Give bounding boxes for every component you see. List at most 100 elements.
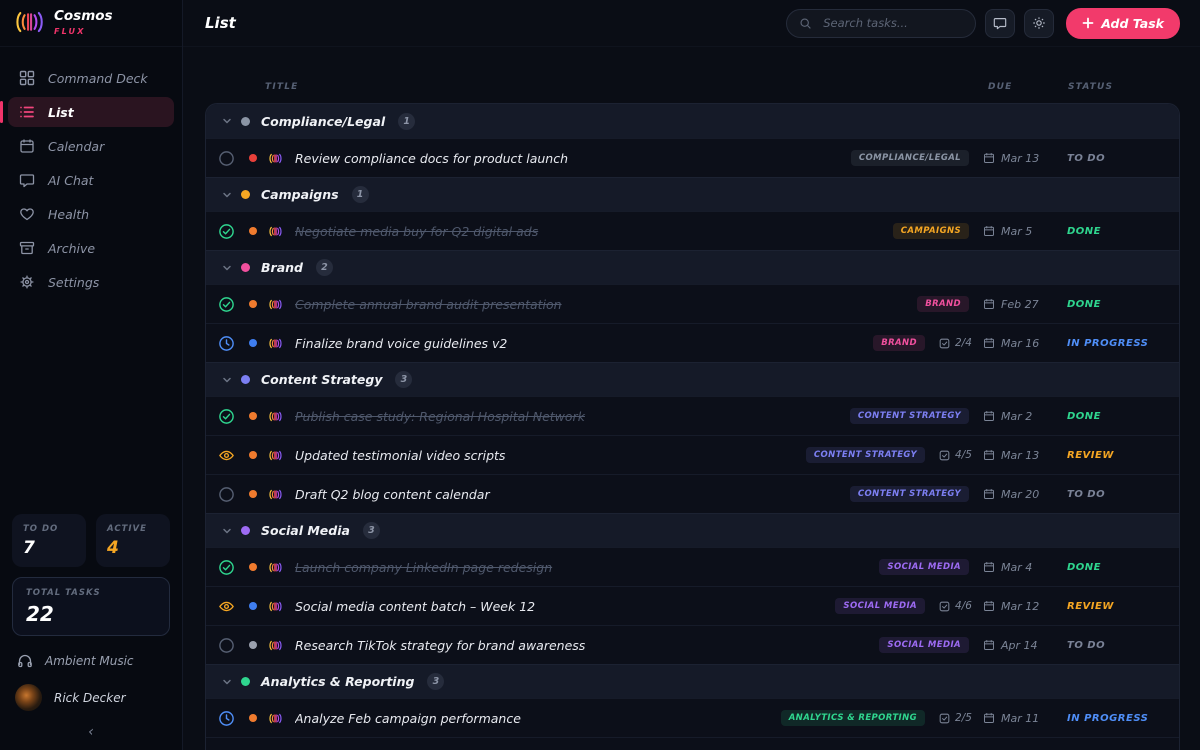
- task-due: Mar 11: [983, 712, 1067, 725]
- check-status-icon[interactable]: [218, 408, 235, 425]
- task-row[interactable]: Updated testimonial video scripts CONTEN…: [206, 435, 1179, 474]
- task-tag: COMPLIANCE/LEGAL: [850, 150, 969, 166]
- heart-icon: [19, 206, 35, 222]
- sidebar-item-ai-chat[interactable]: AI Chat: [8, 165, 174, 195]
- check-status-icon[interactable]: [218, 559, 235, 576]
- eye-status-icon[interactable]: [218, 598, 235, 615]
- stat-total-label: TOTAL TASKS: [26, 588, 101, 598]
- priority-dot: [249, 563, 257, 571]
- group-header[interactable]: Analytics & Reporting 3: [206, 664, 1179, 698]
- group-name: Analytics & Reporting: [261, 674, 415, 689]
- task-row[interactable]: Analyze Feb campaign performance ANALYTI…: [206, 698, 1179, 737]
- task-row[interactable]: Complete annual brand audit presentation…: [206, 284, 1179, 323]
- task-tag: SOCIAL MEDIA: [835, 598, 925, 614]
- sidebar-item-list[interactable]: List: [0, 97, 174, 127]
- sidebar-item-label: Command Deck: [48, 70, 148, 86]
- task-tag: CAMPAIGNS: [892, 223, 969, 239]
- task-row[interactable]: Finalize brand voice guidelines v2 BRAND…: [206, 323, 1179, 362]
- table-header: TITLE DUE STATUS: [205, 47, 1180, 103]
- task-row[interactable]: Launch company LinkedIn page redesign SO…: [206, 547, 1179, 586]
- task-row[interactable]: Negotiate media buy for Q2 digital ads C…: [206, 211, 1179, 250]
- due-date: Mar 5: [1001, 224, 1033, 238]
- user-profile[interactable]: Rick Decker: [0, 673, 182, 711]
- clock-status-icon[interactable]: [218, 335, 235, 352]
- task-row[interactable]: Publish case study: Regional Hospital Ne…: [206, 396, 1179, 435]
- column-due: DUE: [988, 82, 1013, 92]
- stat-card-todo: TO DO 7: [12, 514, 86, 567]
- search-box[interactable]: [786, 8, 977, 38]
- column-title: TITLE: [265, 82, 299, 92]
- group-tasks: Complete annual brand audit presentation…: [206, 284, 1179, 362]
- search-icon: [799, 17, 812, 30]
- sidebar-item-health[interactable]: Health: [8, 199, 174, 229]
- chat-icon: [19, 172, 35, 188]
- calendar-icon: [983, 152, 995, 164]
- add-task-button[interactable]: Add Task: [1066, 7, 1180, 39]
- group-count-badge: 2: [315, 259, 333, 276]
- task-tag: BRAND: [917, 296, 969, 312]
- ambient-music-label: Ambient Music: [45, 654, 134, 668]
- search-input[interactable]: [821, 15, 964, 31]
- group-header[interactable]: Campaigns 1: [206, 177, 1179, 211]
- task-due: Mar 12: [983, 600, 1067, 613]
- chat-button[interactable]: [985, 8, 1016, 38]
- cosmos-logo-icon: [13, 10, 44, 36]
- checklist-count: 4/6: [955, 600, 972, 612]
- task-group: Compliance/Legal 1 Review compliance doc…: [206, 104, 1179, 177]
- task-group: Content Strategy 3 Publish case study: R…: [206, 362, 1179, 513]
- task-logo-icon: [268, 561, 282, 574]
- sidebar-item-calendar[interactable]: Calendar: [8, 131, 174, 161]
- group-header[interactable]: Brand 2: [206, 250, 1179, 284]
- user-name: Rick Decker: [54, 690, 126, 705]
- group-header[interactable]: Compliance/Legal 1: [206, 104, 1179, 138]
- chevron-down-icon[interactable]: [222, 526, 232, 536]
- calendar-icon: [983, 712, 995, 724]
- task-row[interactable]: Review compliance docs for product launc…: [206, 138, 1179, 177]
- task-logo-icon: [268, 337, 282, 350]
- checklist-icon: [939, 338, 950, 349]
- sidebar-nav: Command Deck List Calendar AI Chat Healt…: [0, 63, 182, 297]
- chevron-down-icon[interactable]: [222, 116, 232, 126]
- group-name: Campaigns: [261, 187, 339, 202]
- check-status-icon[interactable]: [218, 296, 235, 313]
- ambient-music-toggle[interactable]: Ambient Music: [0, 636, 182, 673]
- task-logo-icon: [268, 449, 282, 462]
- chevron-down-icon[interactable]: [222, 677, 232, 687]
- task-row[interactable]: Draft Q2 blog content calendar CONTENT S…: [206, 474, 1179, 513]
- sidebar-collapse-button[interactable]: ‹: [88, 724, 94, 740]
- task-status: IN PROGRESS: [1067, 337, 1149, 349]
- chevron-down-icon[interactable]: [222, 263, 232, 273]
- task-status: TO DO: [1067, 639, 1106, 651]
- task-row[interactable]: Research TikTok strategy for brand aware…: [206, 625, 1179, 664]
- check-status-icon[interactable]: [218, 223, 235, 240]
- circle-status-icon[interactable]: [218, 150, 235, 167]
- clock-status-icon[interactable]: [218, 710, 235, 727]
- sidebar-item-command-deck[interactable]: Command Deck: [8, 63, 174, 93]
- theme-toggle-button[interactable]: [1024, 8, 1055, 38]
- group-count-badge: 3: [395, 371, 413, 388]
- calendar-icon: [983, 225, 995, 237]
- group-header[interactable]: Social Media 3: [206, 513, 1179, 547]
- sidebar-item-label: Health: [48, 206, 90, 222]
- due-date: Mar 13: [1001, 448, 1040, 462]
- task-logo-icon: [268, 225, 282, 238]
- task-due: Mar 5: [983, 225, 1067, 238]
- sidebar-item-settings[interactable]: Settings: [8, 267, 174, 297]
- task-row[interactable]: Social media content batch – Week 12 SOC…: [206, 586, 1179, 625]
- due-date: Mar 4: [1001, 560, 1033, 574]
- circle-status-icon[interactable]: [218, 637, 235, 654]
- group-tasks: Analyze Feb campaign performance ANALYTI…: [206, 698, 1179, 737]
- chevron-down-icon[interactable]: [222, 190, 232, 200]
- priority-dot: [249, 714, 257, 722]
- headphones-icon: [17, 653, 33, 669]
- eye-status-icon[interactable]: [218, 447, 235, 464]
- group-header[interactable]: Content Strategy 3: [206, 362, 1179, 396]
- task-logo-icon: [268, 488, 282, 501]
- brand-logo-row: Cosmos FLUX: [0, 0, 182, 47]
- sidebar-item-archive[interactable]: Archive: [8, 233, 174, 263]
- column-status: STATUS: [1068, 82, 1114, 92]
- circle-status-icon[interactable]: [218, 486, 235, 503]
- chevron-down-icon[interactable]: [222, 375, 232, 385]
- task-status: DONE: [1067, 225, 1102, 237]
